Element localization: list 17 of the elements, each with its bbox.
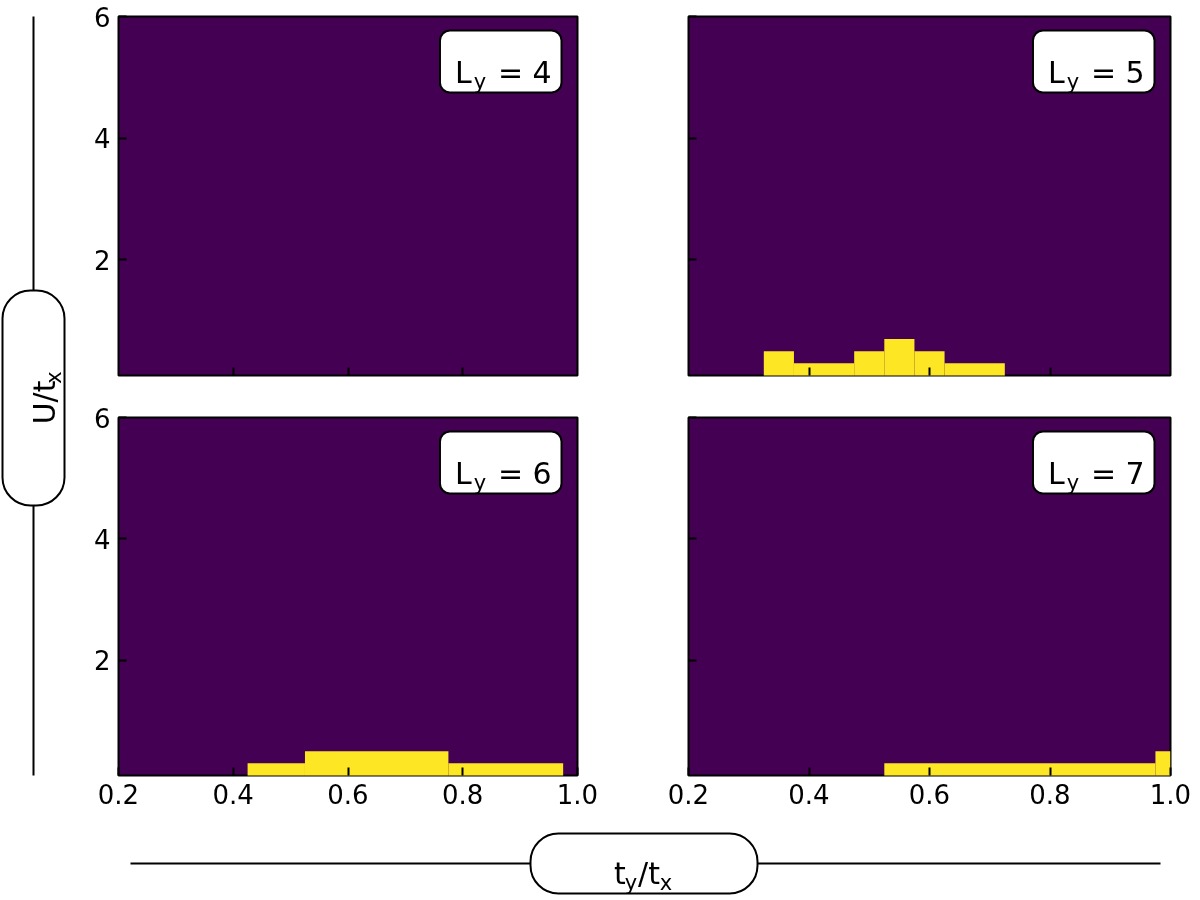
x-tick-label: 0.6 <box>908 779 951 810</box>
y-tick-label: 6 <box>93 2 111 33</box>
text: 0.2 <box>667 779 710 810</box>
x-tick-label: 0.8 <box>442 779 484 810</box>
y-tick-label: 2 <box>93 646 111 677</box>
y-tick-label: 4 <box>93 124 111 155</box>
x-tick-label: 0.4 <box>212 779 254 810</box>
text: 0.2 <box>97 779 140 810</box>
x-tick-label: 0.6 <box>327 779 369 810</box>
y-tick-label: 4 <box>93 524 111 555</box>
x-tick-label: 0.4 <box>788 779 830 810</box>
y-axis-title: U/tx <box>27 371 66 425</box>
y-tick-label: 2 <box>93 245 111 276</box>
text: 1.0 <box>556 779 599 810</box>
y-tick-label: 6 <box>93 403 111 434</box>
text: 1.0 <box>1149 779 1192 810</box>
x-tick-label: 0.8 <box>1029 779 1071 810</box>
